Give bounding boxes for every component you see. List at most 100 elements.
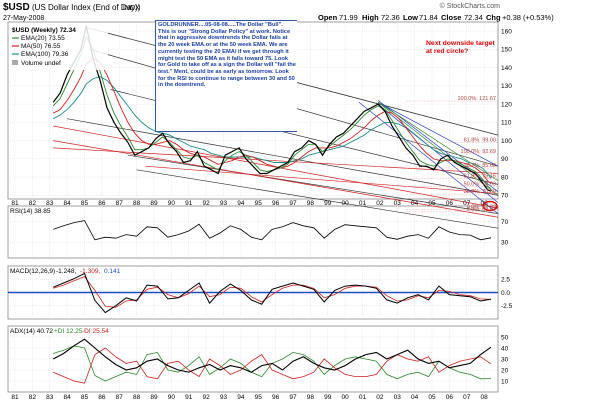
x-tick-label-bottom: 86 xyxy=(98,394,106,401)
macd-label: MACD(12,26,9) -1.248, -1.309, 0.141 xyxy=(10,268,121,275)
x-tick-label-bottom: 87 xyxy=(116,394,124,401)
fib-label: 38.2%: 85.00 xyxy=(464,163,496,169)
x-tick-label-bottom: 84 xyxy=(63,394,71,401)
macd-line xyxy=(53,272,492,314)
trend-line xyxy=(53,147,499,174)
ma50-line xyxy=(52,57,492,184)
x-tick-label-bottom: 81 xyxy=(11,394,19,401)
trend-line xyxy=(127,154,499,214)
y-tick-label: 80 xyxy=(501,174,509,181)
x-tick-label-price: 96 xyxy=(272,200,280,207)
high-label: High xyxy=(362,13,379,22)
ticker-description: (US Dollar Index (End of Day)) xyxy=(32,3,141,12)
x-tick-label-price: 05 xyxy=(428,200,436,207)
ticker-symbol: $USD xyxy=(3,2,30,13)
trend-line xyxy=(377,101,499,182)
y-tick-label: 10 xyxy=(501,378,509,385)
x-tick-label-price: 81 xyxy=(11,200,19,207)
x-tick-label-bottom: 99 xyxy=(324,394,332,401)
macd-value: -1.248, xyxy=(56,268,76,275)
y-tick-label: 70 xyxy=(501,193,509,200)
adx-line xyxy=(52,338,492,373)
y-tick-label: 30 xyxy=(501,356,509,363)
target-annotation-text: Next downside target at red circle? xyxy=(426,40,495,55)
x-tick-label-price: 85 xyxy=(81,200,89,207)
adx-plus-di: +DI 12.25 xyxy=(54,328,83,335)
x-tick-label-bottom: 00 xyxy=(341,394,349,401)
target-annotation: Next downside target at red circle? xyxy=(426,40,495,55)
annotation-box: GOLDRUNNER....05-08-08.....The Dollar "B… xyxy=(155,20,297,132)
y-tick-label: 120 xyxy=(501,101,512,108)
trend-line xyxy=(358,102,499,214)
x-tick-label-price: 92 xyxy=(202,200,210,207)
adx-title: ADX(14) 40.72 xyxy=(10,328,53,335)
x-tick-label-bottom: 96 xyxy=(272,394,280,401)
x-tick-label-bottom: 92 xyxy=(202,394,210,401)
y-tick-label: 100 xyxy=(501,138,512,145)
trend-line xyxy=(377,101,499,167)
x-tick-label-price: 88 xyxy=(133,200,141,207)
x-tick-label-bottom: 93 xyxy=(220,394,228,401)
rsi-panel xyxy=(7,205,499,259)
x-tick-label-price: 90 xyxy=(168,200,176,207)
legend-ma50: MA(50) 76.55 xyxy=(21,43,61,50)
x-tick-label-price: 99 xyxy=(324,200,332,207)
x-tick-label-price: 97 xyxy=(289,200,297,207)
y-tick-label: 30 xyxy=(501,240,509,247)
x-tick-label-bottom: 88 xyxy=(133,394,141,401)
y-tick-label: 110 xyxy=(501,120,512,127)
low-value: 71.84 xyxy=(419,13,438,22)
y-tick-label: 130 xyxy=(501,83,512,90)
x-tick-label-bottom: 83 xyxy=(46,394,54,401)
y-tick-label: 20 xyxy=(501,367,509,374)
x-tick-label-bottom: 06 xyxy=(446,394,454,401)
adx-label: ADX(14) 40.72 +DI 12.25 -DI 25.54 xyxy=(10,328,109,335)
minus-di-line xyxy=(53,347,492,384)
x-tick-label-bottom: 05 xyxy=(428,394,436,401)
x-tick-label-price: 04 xyxy=(411,200,419,207)
x-tick-label-bottom: 01 xyxy=(359,394,367,401)
x-tick-label-bottom: 91 xyxy=(185,394,193,401)
y-tick-label: 40 xyxy=(501,345,509,352)
x-tick-label-bottom: 95 xyxy=(255,394,263,401)
fib-label: 100.0%: 92.69 xyxy=(461,149,496,155)
fib-label: 61.8%: 79.16 xyxy=(464,174,496,180)
x-tick-label-price: 03 xyxy=(394,200,402,207)
x-tick-label-price: 89 xyxy=(150,200,158,207)
legend-ema20: EMA(20) 73.55 xyxy=(21,35,65,42)
x-tick-label-price: 02 xyxy=(376,200,384,207)
y-tick-label: 150 xyxy=(501,47,512,54)
adx-minus-di: -DI 25.54 xyxy=(82,328,109,335)
exchange-label: INDX xyxy=(123,5,140,12)
x-tick-label-price: 83 xyxy=(46,200,54,207)
rsi-line xyxy=(53,220,492,241)
macd-hist-value: 0.141 xyxy=(104,268,121,275)
fib-label: 100.0%: 121.67 xyxy=(457,96,496,102)
chg-value: +0.38 (+0.53%) xyxy=(502,13,554,22)
ohlc-readout: Open 71.99 High 72.36 Low 71.84 Close 72… xyxy=(318,13,554,22)
trend-line xyxy=(145,165,499,194)
x-tick-label-price: 93 xyxy=(220,200,228,207)
x-tick-label-bottom: 82 xyxy=(29,394,37,401)
close-value: 72.34 xyxy=(464,13,483,22)
legend-main: $USD (Weekly) 72.34 xyxy=(12,27,76,34)
close-label: Close xyxy=(441,13,461,22)
x-tick-label-bottom: 03 xyxy=(394,394,402,401)
x-tick-label-bottom: 85 xyxy=(81,394,89,401)
trend-line xyxy=(67,118,499,196)
x-tick-label-price: 06 xyxy=(446,200,454,207)
fib-labels: 100.0%: 121.67 61.8%: 99.00 100.0%: 92.69 3… xyxy=(457,96,496,213)
y-tick-label: 160 xyxy=(501,28,512,35)
grid-lines xyxy=(8,22,498,392)
x-tick-label-bottom: 90 xyxy=(168,394,176,401)
price-legend: $USD (Weekly) 72.34 EMA(20) 73.55 MA(50)… xyxy=(10,24,108,70)
price-line xyxy=(52,25,492,192)
fib-label: 0.0%: 62.33 xyxy=(467,204,496,210)
open-label: Open xyxy=(318,13,338,22)
x-tick-label-bottom: 07 xyxy=(463,394,471,401)
trend-line xyxy=(53,140,499,218)
x-tick-label-price: 94 xyxy=(237,200,245,207)
fib-label: 50.0%: 74.93 xyxy=(464,181,496,187)
legend-ema100: EMA(100) 79.36 xyxy=(21,51,69,58)
